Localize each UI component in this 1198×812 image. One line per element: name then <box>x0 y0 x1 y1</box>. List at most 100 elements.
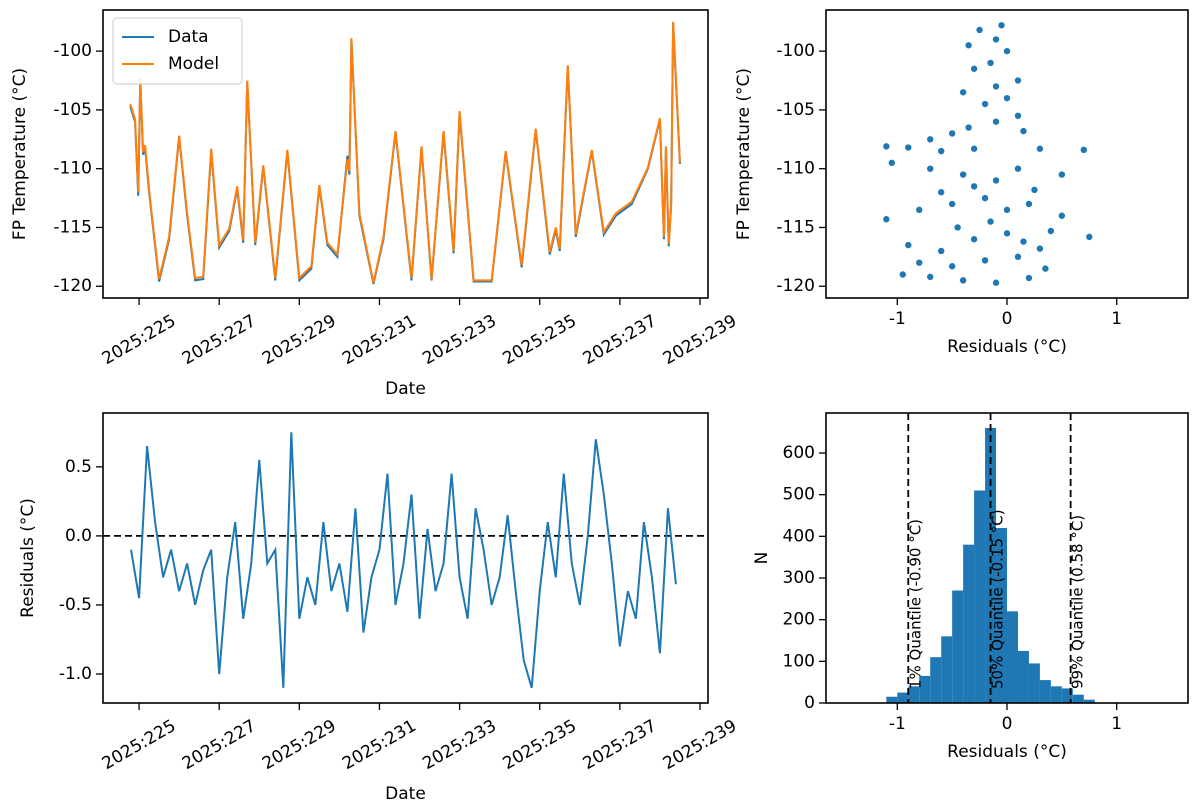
y-axis-label: Residuals (°C) <box>18 498 38 618</box>
scatter-point <box>998 22 1005 29</box>
scatter-point <box>981 100 989 108</box>
histogram-bar <box>919 675 931 703</box>
scatter-point <box>927 136 934 143</box>
y-tick-label: 0.5 <box>65 457 92 477</box>
axes-frame <box>102 9 709 299</box>
scatter-point <box>1020 127 1027 135</box>
histogram-bar <box>930 657 942 703</box>
scatter-point <box>927 165 934 172</box>
scatter-point <box>1036 145 1044 152</box>
scatter-point <box>959 277 967 284</box>
scatter-point <box>899 271 906 278</box>
x-tick-label: 2025:229 <box>259 311 340 369</box>
scatter-point <box>1025 200 1033 208</box>
scatter-point <box>965 124 972 131</box>
histogram-bar <box>1061 688 1073 703</box>
x-tick-label: 2025:237 <box>580 716 661 774</box>
scatter-point <box>959 89 967 96</box>
scatter-point <box>937 247 945 255</box>
histogram-bar <box>974 490 986 703</box>
histogram-bar <box>985 428 997 703</box>
histogram-bar <box>1017 650 1029 703</box>
quantile-label: 50% Quantile (-0.15 °C) <box>989 509 1007 689</box>
y-axis-label: FP Temperature (°C) <box>734 68 754 240</box>
x-axis-label: Date <box>385 784 426 804</box>
y-tick-label: -105 <box>776 100 815 120</box>
scatter-point <box>905 241 912 249</box>
quantile-label: 99% Quantile (0.58 °C) <box>1069 515 1087 689</box>
histogram-bar <box>952 590 964 703</box>
histogram-bar <box>886 696 898 703</box>
scatter-point <box>1003 230 1011 237</box>
histogram-bar <box>963 544 975 703</box>
scatter-point <box>948 130 956 137</box>
scatter-point <box>992 279 1000 286</box>
x-tick-label: 2025:233 <box>419 716 500 774</box>
x-tick-label: 2025:227 <box>179 311 260 369</box>
x-tick-label: 2025:227 <box>179 716 260 774</box>
scatter-point <box>1031 186 1038 194</box>
y-tick-label: -110 <box>776 159 815 179</box>
data-line <box>129 21 681 283</box>
x-tick-label: -1 <box>889 309 906 329</box>
y-tick-label: 500 <box>783 485 815 505</box>
scatter-point <box>976 26 983 34</box>
scatter-point <box>981 194 989 202</box>
scatter-point <box>954 224 961 231</box>
y-tick-label: -0.5 <box>59 595 92 615</box>
x-tick-label: 1 <box>1111 309 1122 329</box>
plot-area <box>883 22 1093 286</box>
scatter-point <box>1003 206 1011 214</box>
histogram-bar <box>941 636 953 703</box>
y-axis-label: N <box>752 552 772 565</box>
y-tick-label: -115 <box>776 217 815 237</box>
plot-area <box>886 413 1095 703</box>
scatter-point <box>970 236 978 243</box>
x-axis-label: Residuals (°C) <box>947 742 1067 762</box>
quantile-label: 1% Quantile (-0.90 °C) <box>906 519 924 689</box>
x-tick-label: 2025:235 <box>499 311 580 369</box>
y-tick-label: 600 <box>783 443 815 463</box>
scatter-point <box>916 206 923 214</box>
scatter-point <box>1042 265 1049 272</box>
scatter-point <box>992 118 1000 125</box>
legend-label: Model <box>168 54 219 74</box>
scatter-point <box>948 200 956 208</box>
scatter-point <box>1014 165 1022 172</box>
scatter-point <box>959 171 967 178</box>
scatter-point <box>1020 238 1027 245</box>
scatter-point <box>970 183 978 190</box>
scatter-point <box>992 83 1000 90</box>
scatter-point <box>888 159 896 167</box>
y-tick-label: -120 <box>53 276 92 296</box>
x-tick-label: 2025:229 <box>259 716 340 774</box>
x-axis-label: Residuals (°C) <box>947 337 1067 357</box>
scatter-point <box>970 65 978 72</box>
y-tick-label: 200 <box>783 610 815 630</box>
y-tick-label: -105 <box>53 100 92 120</box>
scatter-point <box>987 59 994 67</box>
scatter-point <box>883 216 890 223</box>
x-tick-label: 2025:239 <box>660 311 741 369</box>
x-tick-label: 0 <box>1002 309 1013 329</box>
y-tick-label: -120 <box>776 276 815 296</box>
histogram-bar <box>897 692 909 703</box>
y-tick-label: 0.0 <box>65 526 92 546</box>
scatter-point <box>1014 77 1022 84</box>
histogram-bar <box>996 528 1007 703</box>
scatter-point <box>916 259 923 266</box>
x-tick-label: 2025:235 <box>499 716 580 774</box>
x-tick-label: 2025:233 <box>419 311 500 369</box>
histogram-bar <box>908 686 920 703</box>
scatter-point <box>992 177 1000 184</box>
x-tick-label: 0 <box>1002 714 1013 734</box>
histogram-bar <box>1072 694 1084 703</box>
scatter-point <box>992 36 1000 43</box>
y-tick-label: -100 <box>53 41 92 61</box>
scatter-point <box>1014 253 1022 261</box>
scatter-point <box>1047 227 1055 235</box>
scatter-point <box>1058 171 1066 178</box>
histogram-bar <box>1050 686 1062 703</box>
scatter-point <box>883 143 890 150</box>
